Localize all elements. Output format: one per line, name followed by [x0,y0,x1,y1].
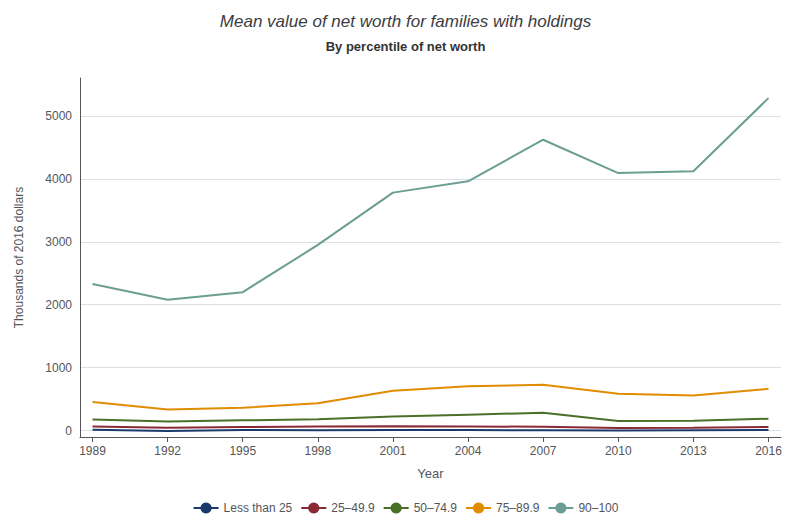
svg-text:1989: 1989 [79,444,106,458]
svg-text:4000: 4000 [45,172,72,186]
svg-text:2007: 2007 [530,444,557,458]
svg-text:By percentile of net worth: By percentile of net worth [326,39,486,54]
svg-text:1992: 1992 [154,444,181,458]
svg-text:5000: 5000 [45,109,72,123]
svg-text:Thousands of 2016 dollars: Thousands of 2016 dollars [12,187,26,328]
svg-text:50–74.9: 50–74.9 [414,501,458,515]
svg-text:Mean value of net worth for fa: Mean value of net worth for families wit… [220,12,592,31]
svg-text:2013: 2013 [680,444,707,458]
svg-text:2004: 2004 [455,444,482,458]
svg-text:2016: 2016 [755,444,782,458]
svg-text:25–49.9: 25–49.9 [331,501,375,515]
svg-text:75–89.9: 75–89.9 [496,501,540,515]
svg-text:2010: 2010 [605,444,632,458]
svg-text:Less than 25: Less than 25 [224,501,293,515]
svg-text:2001: 2001 [380,444,407,458]
svg-text:3000: 3000 [45,235,72,249]
svg-text:1000: 1000 [45,361,72,375]
svg-text:0: 0 [65,424,72,438]
svg-text:1995: 1995 [229,444,256,458]
svg-text:2000: 2000 [45,298,72,312]
svg-text:90–100: 90–100 [578,501,618,515]
svg-text:1998: 1998 [304,444,331,458]
svg-text:Year: Year [417,466,444,481]
